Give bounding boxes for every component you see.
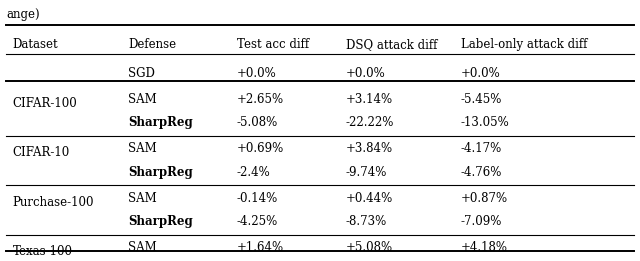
Text: +4.18%: +4.18% xyxy=(461,241,508,254)
Text: ange): ange) xyxy=(6,8,40,21)
Text: +0.0%: +0.0% xyxy=(346,67,385,80)
Text: SAM: SAM xyxy=(128,192,157,205)
Text: SAM: SAM xyxy=(128,241,157,254)
Text: Texas-100: Texas-100 xyxy=(13,245,73,258)
Text: -9.74%: -9.74% xyxy=(346,166,387,179)
Text: CIFAR-100: CIFAR-100 xyxy=(13,97,77,110)
Text: -5.08%: -5.08% xyxy=(237,116,278,129)
Text: -22.22%: -22.22% xyxy=(346,116,394,129)
Text: -5.45%: -5.45% xyxy=(461,93,502,106)
Text: -13.05%: -13.05% xyxy=(461,116,509,129)
Text: Dataset: Dataset xyxy=(13,38,58,51)
Text: -4.25%: -4.25% xyxy=(237,215,278,228)
Text: +3.14%: +3.14% xyxy=(346,93,393,106)
Text: SAM: SAM xyxy=(128,93,157,106)
Text: +0.0%: +0.0% xyxy=(461,67,500,80)
Text: -7.09%: -7.09% xyxy=(461,215,502,228)
Text: SharpReg: SharpReg xyxy=(128,166,193,179)
Text: SAM: SAM xyxy=(128,142,157,155)
Text: -0.14%: -0.14% xyxy=(237,192,278,205)
Text: +1.64%: +1.64% xyxy=(237,241,284,254)
Text: -4.76%: -4.76% xyxy=(461,166,502,179)
Text: -2.4%: -2.4% xyxy=(237,166,271,179)
Text: +2.65%: +2.65% xyxy=(237,93,284,106)
Text: +0.69%: +0.69% xyxy=(237,142,284,155)
Text: Test acc diff: Test acc diff xyxy=(237,38,309,51)
Text: Defense: Defense xyxy=(128,38,176,51)
Text: +0.87%: +0.87% xyxy=(461,192,508,205)
Text: +3.84%: +3.84% xyxy=(346,142,393,155)
Text: +0.44%: +0.44% xyxy=(346,192,393,205)
Text: SGD: SGD xyxy=(128,67,155,80)
Text: +5.08%: +5.08% xyxy=(346,241,393,254)
Text: SharpReg: SharpReg xyxy=(128,116,193,129)
Text: Label-only attack diff: Label-only attack diff xyxy=(461,38,587,51)
Text: SharpReg: SharpReg xyxy=(128,215,193,228)
Text: -4.17%: -4.17% xyxy=(461,142,502,155)
Text: Purchase-100: Purchase-100 xyxy=(13,196,94,209)
Text: DSQ attack diff: DSQ attack diff xyxy=(346,38,437,51)
Text: -8.73%: -8.73% xyxy=(346,215,387,228)
Text: +0.0%: +0.0% xyxy=(237,67,276,80)
Text: CIFAR-10: CIFAR-10 xyxy=(13,146,70,159)
